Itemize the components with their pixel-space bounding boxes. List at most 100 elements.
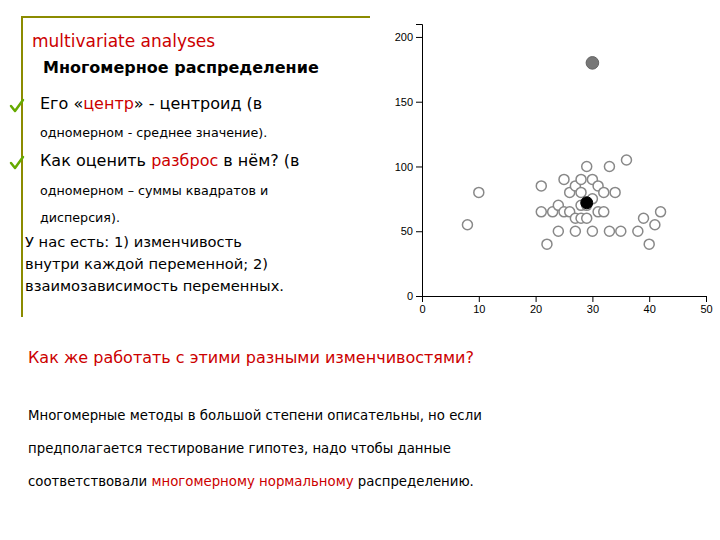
- annotation: Как оценить разброс в нём? (в: [40, 151, 299, 170]
- tick-label: 100: [395, 160, 413, 172]
- point: [599, 207, 609, 217]
- point: [656, 207, 666, 217]
- point: [462, 220, 472, 230]
- annotation-part: » - центроид (в: [134, 94, 262, 113]
- points: [462, 57, 665, 250]
- annotation-part: предполагается тестирование гипотез, над…: [28, 441, 451, 456]
- annotation: внутри каждой переменной; 2): [25, 255, 268, 272]
- subtitle: Многомерное распределение: [43, 58, 319, 77]
- annotation-part: распределению.: [354, 474, 474, 489]
- tick: 20: [530, 296, 542, 315]
- annotation: У нас есть: 1) изменчивость: [25, 233, 242, 250]
- annotation-part: центр: [83, 94, 134, 113]
- point: [553, 226, 563, 236]
- point: [474, 187, 484, 197]
- tick: 40: [644, 296, 656, 315]
- annotation-part: взаимозависимость переменных.: [25, 277, 284, 294]
- tick: 150: [395, 96, 422, 108]
- tick-mark: [479, 296, 480, 302]
- tick: 0: [407, 290, 422, 302]
- annotation-part: одномерном - среднее значение).: [40, 125, 267, 140]
- axis-line: [416, 25, 423, 297]
- annotation-part: Как же работать с этими разными изменчив…: [28, 348, 474, 367]
- title: multivariate analyses: [32, 31, 215, 51]
- point: [581, 197, 593, 209]
- tick-label: 20: [530, 303, 542, 315]
- slide: multivariate analyses Многомерное распред…: [0, 0, 720, 540]
- tick-label: 30: [587, 303, 599, 315]
- point: [586, 57, 599, 70]
- tick: 50: [700, 296, 712, 315]
- point: [587, 226, 597, 236]
- point: [621, 155, 631, 165]
- tick-label: 50: [700, 303, 712, 315]
- point: [536, 207, 546, 217]
- panel-border: [22, 16, 370, 18]
- tick-label: 0: [407, 290, 413, 302]
- annotation-part: одномерном – суммы квадратов и: [40, 183, 268, 198]
- point: [576, 174, 586, 184]
- point: [582, 161, 592, 171]
- point: [604, 226, 614, 236]
- background: [0, 0, 720, 540]
- point: [542, 239, 552, 249]
- tick: 10: [473, 296, 485, 315]
- checkmark: [11, 100, 23, 111]
- tick-label: 40: [644, 303, 656, 315]
- point: [599, 187, 609, 197]
- tick-label: 10: [473, 303, 485, 315]
- annotation-part: разброс: [151, 151, 218, 170]
- point: [633, 226, 643, 236]
- annotation: соответствовали многомерному нормальному…: [28, 474, 474, 489]
- point: [576, 187, 586, 197]
- annotation: Многомерные методы в большой степени опи…: [28, 408, 482, 423]
- point: [536, 181, 546, 191]
- annotation: дисперсия).: [40, 210, 120, 225]
- tick-mark: [416, 296, 422, 297]
- point: [559, 174, 569, 184]
- tick: 100: [395, 160, 422, 172]
- annotation-part: многомерному нормальному: [151, 474, 353, 489]
- tick: 0: [419, 296, 425, 315]
- point: [650, 220, 660, 230]
- annotation-part: Его «: [40, 94, 83, 113]
- point: [604, 161, 614, 171]
- point: [582, 213, 592, 223]
- point: [616, 226, 626, 236]
- tick-label: 0: [419, 303, 425, 315]
- annotation: Как же работать с этими разными изменчив…: [28, 348, 474, 367]
- point: [639, 213, 649, 223]
- annotation-part: Как оценить: [40, 151, 151, 170]
- annotation-part: дисперсия).: [40, 210, 120, 225]
- annotation-part: соответствовали: [28, 474, 151, 489]
- x-axis: 0 10 20 30 40 50: [419, 296, 712, 315]
- tick-mark: [416, 102, 422, 103]
- tick: 30: [587, 296, 599, 315]
- panel-border: [21, 16, 23, 317]
- axis-line: [423, 297, 707, 303]
- annotation: одномерном - среднее значение).: [40, 125, 267, 140]
- tick-mark: [416, 37, 422, 38]
- point: [610, 187, 620, 197]
- checkmark: [11, 157, 23, 168]
- annotation: взаимозависимость переменных.: [25, 277, 284, 294]
- tick-label: 200: [395, 31, 413, 43]
- tick-mark: [706, 296, 707, 302]
- point: [644, 239, 654, 249]
- annotation: Его «центр» - центроид (в: [40, 94, 262, 113]
- tick-mark: [649, 296, 650, 302]
- tick-mark: [416, 231, 422, 232]
- tick: 50: [401, 225, 422, 237]
- annotation-part: в нём? (в: [218, 151, 299, 170]
- tick-label: 150: [395, 96, 413, 108]
- tick: 200: [395, 31, 422, 43]
- tick-label: 50: [401, 225, 413, 237]
- tick-mark: [416, 166, 422, 167]
- annotation: предполагается тестирование гипотез, над…: [28, 441, 451, 456]
- annotation-part: У нас есть: 1) изменчивость: [25, 233, 242, 250]
- y-axis: 0 50 100 150 200: [395, 25, 423, 303]
- annotation-part: Многомерные методы в большой степени опи…: [28, 408, 482, 423]
- annotation: одномерном – суммы квадратов и: [40, 183, 268, 198]
- tick-mark: [536, 296, 537, 302]
- annotation-part: внутри каждой переменной; 2): [25, 255, 268, 272]
